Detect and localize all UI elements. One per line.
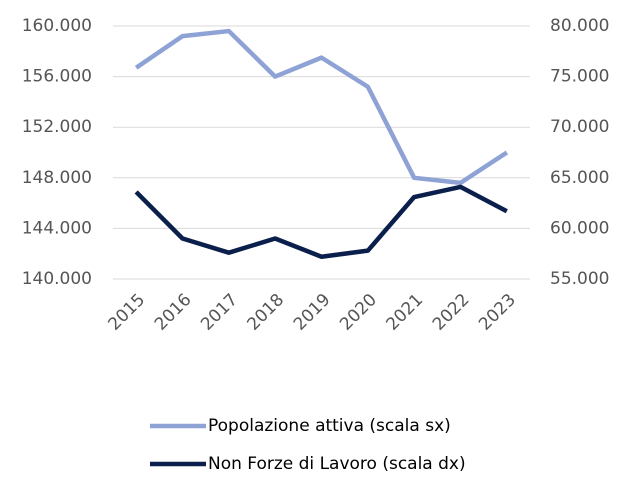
y2-tick-label: 75.000 [550,67,609,87]
x-tick-label: 2020 [336,290,381,335]
legend-label: Popolazione attiva (scala sx) [208,416,451,436]
y2-tick-label: 70.000 [550,117,609,137]
y-tick-label: 160.000 [22,16,92,36]
y2-tick-label: 65.000 [550,168,609,188]
y2-tick-label: 80.000 [550,16,609,36]
x-tick-label: 2022 [429,290,474,335]
x-tick-label: 2021 [383,290,428,335]
y-tick-label: 144.000 [22,218,92,238]
y-tick-label: 148.000 [22,168,92,188]
x-tick-label: 2016 [151,290,196,335]
x-tick-label: 2015 [105,290,150,335]
y-tick-label: 156.000 [22,67,92,87]
y2-tick-label: 60.000 [550,218,609,238]
x-tick-label: 2023 [475,290,520,335]
legend-label: Non Forze di Lavoro (scala dx) [208,454,466,473]
x-tick-label: 2018 [244,290,289,335]
series-line [134,184,508,259]
y2-tick-label: 55.000 [550,269,609,289]
y-tick-label: 140.000 [22,269,92,289]
y-tick-label: 152.000 [22,117,92,137]
x-tick-label: 2019 [290,290,335,335]
x-tick-label: 2017 [197,290,242,335]
series-line [134,28,509,186]
